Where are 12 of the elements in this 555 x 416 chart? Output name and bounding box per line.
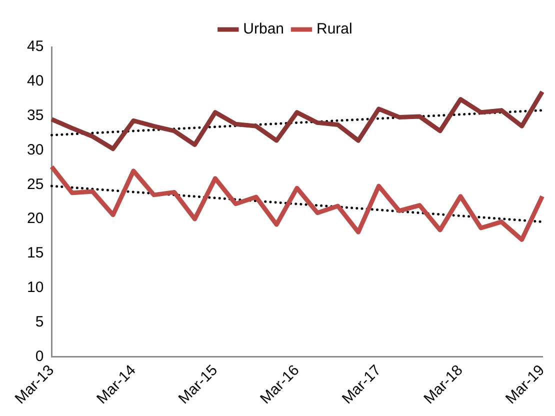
y-tick-label: 15 [26, 244, 44, 262]
legend-label: Rural [316, 20, 352, 38]
y-tick-label: 45 [26, 38, 44, 56]
y-tick-label: 25 [26, 176, 44, 193]
y-tick-label: 10 [26, 279, 44, 296]
y-tick-label: 0 [35, 348, 44, 365]
y-tick-label: 30 [26, 141, 44, 158]
y-tick-label: 40 [26, 72, 44, 90]
legend-label: Urban [243, 20, 284, 38]
y-tick-label: 5 [35, 313, 44, 330]
y-tick-label: 20 [26, 210, 44, 228]
y-tick-label: 35 [26, 106, 44, 124]
